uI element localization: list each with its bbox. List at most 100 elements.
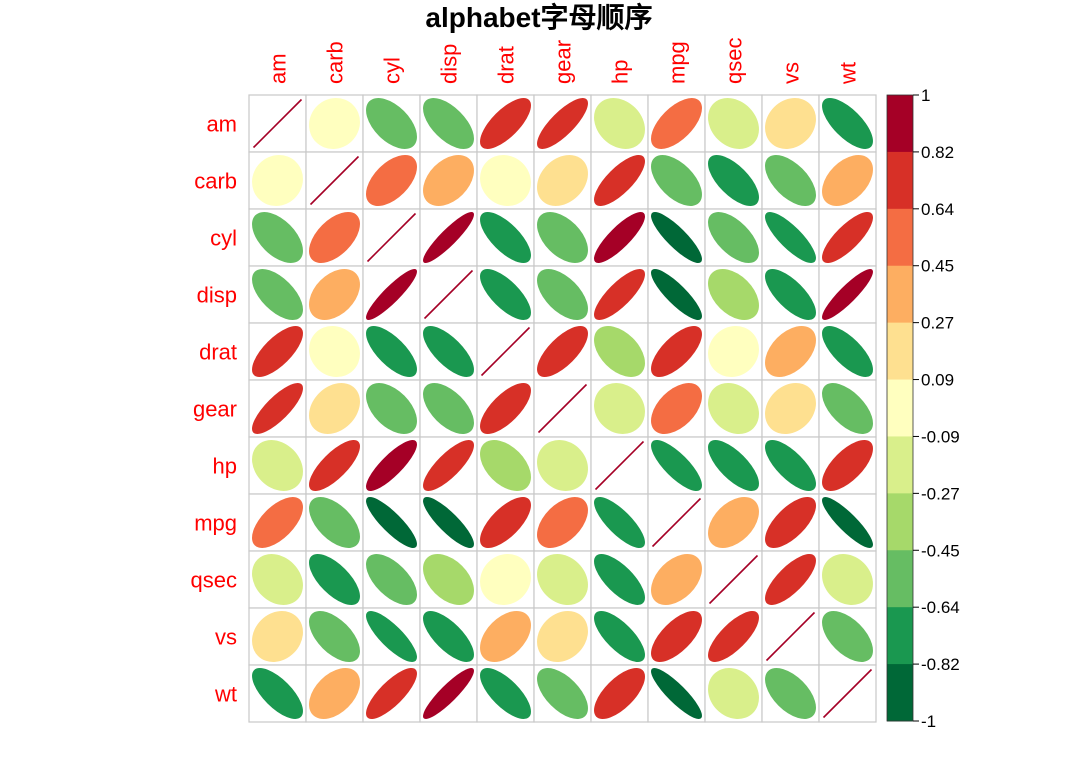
correlation-ellipse (480, 98, 531, 149)
colorbar-segment (887, 550, 913, 608)
correlation-ellipse (708, 497, 759, 548)
correlation-ellipse (765, 440, 816, 491)
correlation-ellipse (423, 383, 474, 434)
correlation-ellipse (651, 611, 702, 662)
correlation-ellipse (708, 611, 759, 662)
correlation-ellipse (366, 611, 417, 662)
colorbar-tick-label: 0.09 (921, 371, 954, 390)
colorbar-segment (887, 379, 913, 437)
correlation-ellipse (708, 326, 759, 377)
correlation-ellipse (480, 497, 531, 548)
correlation-ellipse (309, 212, 360, 263)
correlation-ellipse (594, 326, 645, 377)
row-label: cyl (210, 226, 237, 251)
correlation-ellipse (423, 326, 474, 377)
correlation-ellipse (651, 554, 702, 605)
colorbar-tick-label: 0.82 (921, 143, 954, 162)
correlation-ellipse (309, 326, 360, 377)
correlation-ellipse (309, 554, 360, 605)
correlation-ellipse (822, 212, 873, 263)
diagonal-line (651, 497, 702, 548)
colorbar-tick-label: -0.45 (921, 541, 960, 560)
colorbar-segment (887, 322, 913, 381)
correlation-ellipse (708, 668, 759, 719)
correlation-ellipse (480, 383, 531, 434)
row-label: mpg (194, 511, 237, 536)
correlation-ellipse (765, 155, 816, 206)
column-label: drat (494, 46, 519, 84)
column-label: hp (608, 60, 633, 84)
correlation-ellipse (537, 326, 588, 377)
column-label: cyl (380, 57, 405, 84)
correlation-ellipse (822, 554, 873, 605)
colorbar-segment (887, 151, 913, 210)
correlation-ellipse (309, 269, 360, 320)
correlation-ellipse (309, 98, 360, 149)
correlation-ellipse (366, 383, 417, 434)
row-label: am (206, 112, 237, 137)
correlation-ellipse (252, 212, 303, 263)
correlation-ellipse (309, 440, 360, 491)
correlation-ellipse (537, 269, 588, 320)
colorbar-segment (887, 436, 913, 494)
colorbar-tick-label: -0.82 (921, 655, 960, 674)
colorbar-segment (887, 664, 913, 722)
correlation-ellipse (537, 212, 588, 263)
correlation-ellipse (822, 155, 873, 206)
correlation-ellipse (366, 497, 417, 548)
correlation-ellipse (594, 155, 645, 206)
correlation-ellipse (423, 98, 474, 149)
correlation-ellipse (765, 554, 816, 605)
correlation-ellipse (537, 98, 588, 149)
colorbar-tick-label: -0.64 (921, 598, 960, 617)
correlation-ellipse (594, 212, 645, 263)
correlation-ellipse (594, 383, 645, 434)
correlation-ellipse (651, 326, 702, 377)
correlation-ellipse (423, 212, 474, 263)
diagonal-line (423, 269, 474, 320)
column-label: wt (836, 62, 861, 85)
correlation-ellipse (594, 668, 645, 719)
row-label: gear (193, 397, 237, 422)
correlation-ellipse (708, 155, 759, 206)
correlation-ellipse (651, 440, 702, 491)
correlation-ellipse (480, 155, 531, 206)
correlation-ellipse (708, 212, 759, 263)
correlation-ellipse (594, 98, 645, 149)
correlation-ellipse (423, 554, 474, 605)
row-label: drat (199, 340, 237, 365)
correlation-ellipse (480, 212, 531, 263)
diagonal-line (480, 326, 531, 377)
correlation-ellipse (423, 440, 474, 491)
correlation-ellipse (765, 212, 816, 263)
correlation-ellipse (366, 269, 417, 320)
correlation-ellipse (708, 98, 759, 149)
colorbar-tick-label: 0.45 (921, 257, 954, 276)
color-legend: 1 0.82 0.64 0.45 0.27 0.09 -0.09 -0.27 -0.45 -0.6… (886, 86, 960, 731)
correlation-ellipse (423, 611, 474, 662)
correlation-ellipse (537, 155, 588, 206)
column-label: qsec (722, 38, 747, 84)
diagonal-line (537, 383, 588, 434)
diagonal-line (366, 212, 417, 263)
correlation-ellipse (651, 269, 702, 320)
correlation-ellipse (480, 440, 531, 491)
colorbar-frame (886, 94, 914, 722)
correlation-ellipse (252, 155, 303, 206)
correlation-ellipse (309, 611, 360, 662)
diagonal-line (309, 155, 360, 206)
correlation-ellipse (651, 668, 702, 719)
column-label: mpg (665, 41, 690, 84)
correlation-glyphs (252, 98, 873, 719)
correlation-ellipse (765, 269, 816, 320)
correlation-ellipse (822, 383, 873, 434)
correlation-ellipse (822, 440, 873, 491)
correlation-ellipse (366, 554, 417, 605)
row-label: qsec (191, 568, 237, 593)
correlation-ellipse (594, 497, 645, 548)
row-label: hp (213, 454, 237, 479)
correlation-ellipse (366, 326, 417, 377)
colorbar-tick-label: -1 (921, 712, 936, 731)
correlation-ellipse (765, 326, 816, 377)
